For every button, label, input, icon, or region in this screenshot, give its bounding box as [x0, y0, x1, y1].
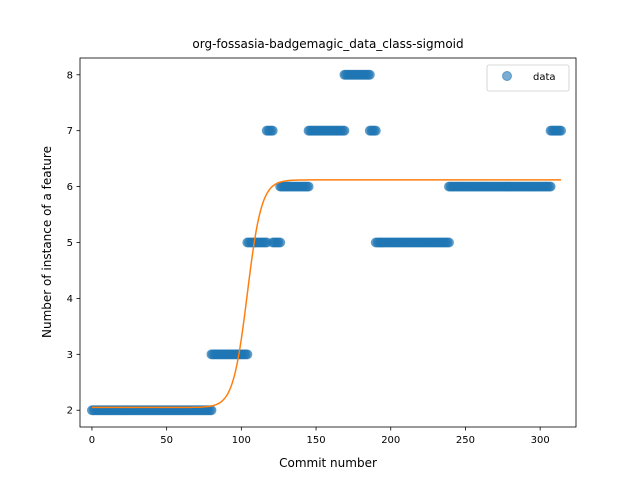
data-point	[339, 125, 350, 136]
x-tick-label: 200	[381, 435, 400, 446]
data-point	[444, 237, 455, 248]
y-tick-label: 7	[67, 126, 73, 137]
x-tick-label: 250	[456, 435, 475, 446]
x-tick-label: 0	[89, 435, 95, 446]
y-tick-label: 8	[67, 70, 73, 81]
legend-marker-data	[502, 71, 512, 81]
data-point	[370, 125, 381, 136]
data-point	[545, 181, 556, 192]
data-point	[556, 125, 567, 136]
y-tick-label: 5	[67, 238, 73, 249]
y-tick-label: 3	[67, 350, 73, 361]
y-tick-label: 6	[67, 182, 73, 193]
x-tick-label: 100	[232, 435, 251, 446]
x-tick-label: 150	[307, 435, 326, 446]
y-tick-label: 4	[67, 294, 73, 305]
x-axis: 0 50 100 150 200 250 300	[89, 427, 550, 446]
y-tick-label: 2	[67, 406, 73, 417]
x-tick-label: 50	[160, 435, 173, 446]
plot-area	[86, 69, 567, 416]
legend: data	[486, 64, 570, 92]
data-point	[364, 69, 375, 80]
data-point	[267, 125, 278, 136]
data-point	[242, 349, 253, 360]
chart-title: org-fossasia-badgemagic_data_class-sigmo…	[192, 37, 463, 51]
data-point	[303, 181, 314, 192]
x-axis-label: Commit number	[279, 456, 377, 470]
data-point	[275, 237, 286, 248]
y-axis: 2 3 4 5 6 7 8	[67, 70, 80, 417]
legend-label-data: data	[533, 72, 556, 83]
sigmoid-fit-line	[91, 179, 562, 409]
y-axis-label: Number of instance of a feature	[40, 146, 54, 338]
x-tick-label: 300	[531, 435, 550, 446]
legend-box	[486, 64, 570, 92]
